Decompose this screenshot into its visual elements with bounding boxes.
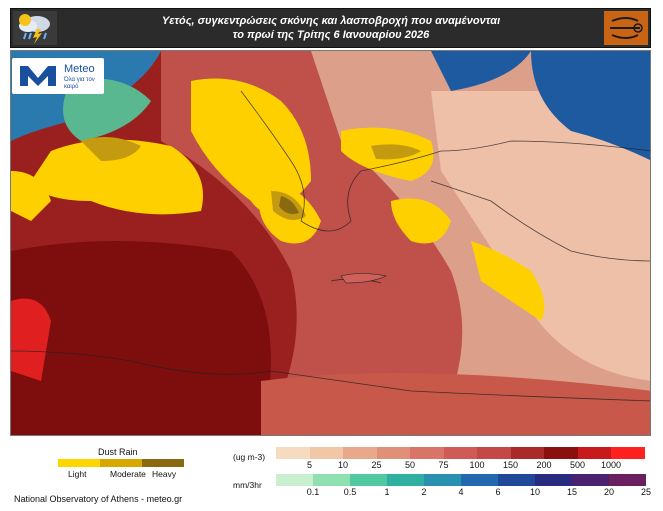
rain_legend-tick-label: 6: [495, 487, 501, 497]
dust_legend-tick-label: 500: [569, 460, 586, 470]
dust_legend-cell: [309, 447, 343, 459]
dust-rain-label-moderate: Moderate: [110, 469, 146, 479]
meteo-logo-mark-icon: [18, 64, 58, 88]
dust_legend-cell: [577, 447, 611, 459]
dust-rain-label-heavy: Heavy: [152, 469, 177, 479]
rain_legend-tick-label: 25: [640, 487, 651, 497]
dust_legend-tick-label: 5: [306, 460, 312, 470]
logo-tagline: Όλα για τον καιρό: [64, 77, 95, 90]
dust_legend-tick-label: 200: [536, 460, 552, 470]
rain_legend-tick-label: 4: [458, 487, 464, 497]
dust_legend-tick-label: 1000: [600, 460, 622, 470]
dust_legend-tick-label: 50: [404, 460, 415, 470]
dust-rain-label-light: Light: [68, 469, 87, 479]
dust-rain-light: [11, 78, 545, 321]
rain_legend-cell: [276, 474, 313, 486]
dust-rain-swatch-heavy: [142, 459, 184, 467]
dust_legend-cell: [376, 447, 410, 459]
map-title-line-1: Υετός, συγκεντρώσεις σκόνης και λασποβρο…: [161, 15, 501, 27]
rain_legend-cell: [461, 474, 498, 486]
dust-field-extreme: [11, 298, 51, 381]
forecast-map: [10, 50, 651, 436]
dust-rain-moderate: [81, 137, 421, 220]
dust-field-lightest: [431, 91, 650, 381]
rain_legend-tick-label: 1: [384, 487, 390, 497]
dust-rain-swatch-moderate: [100, 459, 142, 467]
logo-brand-text: Meteo: [64, 63, 95, 75]
dust_legend-tick-label: 150: [502, 460, 519, 470]
black-sea-rain: [531, 51, 650, 161]
north-africa-dust: [261, 373, 650, 435]
rain_legend-cell: [609, 474, 646, 486]
rain_legend-cell: [535, 474, 572, 486]
rain_legend-cell: [572, 474, 609, 486]
rain-legend-unit: mm/3hr: [233, 480, 262, 490]
dust_legend-cell: [477, 447, 511, 459]
rain_legend-tick-label: 2: [421, 487, 427, 497]
dust_legend-tick-label: 25: [371, 460, 382, 470]
dust_legend-cell: [343, 447, 377, 459]
title-bar: Υετός, συγκεντρώσεις σκόνης και λασποβρο…: [10, 8, 651, 48]
dust-rain-swatch-light: [58, 459, 100, 467]
rain_legend-cell: [350, 474, 387, 486]
rain_legend-tick-label: 15: [566, 487, 577, 497]
rain_legend-tick-label: 0.1: [306, 487, 320, 497]
dust-legend-unit: (ug m-3): [233, 452, 266, 462]
dust_legend-cell: [410, 447, 444, 459]
rain_legend-tick-label: 10: [529, 487, 540, 497]
rain-light-area: [63, 78, 151, 141]
crete: [340, 273, 387, 284]
rain_legend-cell: [313, 474, 350, 486]
rain_legend-cell: [498, 474, 535, 486]
rain_legend-tick-label: 0.5: [343, 487, 357, 497]
dust_legend-cell: [611, 447, 645, 459]
coastlines: [11, 90, 650, 402]
rain_legend-cell: [387, 474, 424, 486]
dust-rain-heavy: [279, 196, 299, 215]
dust_legend-cell: [276, 447, 310, 459]
dust-rain-legend-title: Dust Rain: [98, 447, 138, 457]
rain_legend-tick-label: 20: [603, 487, 614, 497]
dust_legend-cell: [510, 447, 544, 459]
map-title-line-2: το πρωί της Τρίτης 6 Ιανουαρίου 2026: [232, 29, 430, 41]
rain-cloud-lightning-icon: [13, 11, 57, 45]
meteo-logo: Meteo Όλα για τον καιρό: [12, 58, 104, 94]
dust_legend-tick-label: 100: [469, 460, 485, 470]
dust_legend-cell: [544, 447, 578, 459]
dust-swirl-icon: [604, 11, 648, 45]
dust_legend-cell: [443, 447, 477, 459]
dust-field-very-heavy: [11, 241, 271, 435]
credit-text: National Observatory of Athens - meteo.g…: [14, 494, 183, 504]
sea-rain-north: [431, 51, 531, 91]
dust_legend-tick-label: 10: [337, 460, 348, 470]
rain_legend-cell: [424, 474, 461, 486]
dust_legend-tick-label: 75: [438, 460, 449, 470]
